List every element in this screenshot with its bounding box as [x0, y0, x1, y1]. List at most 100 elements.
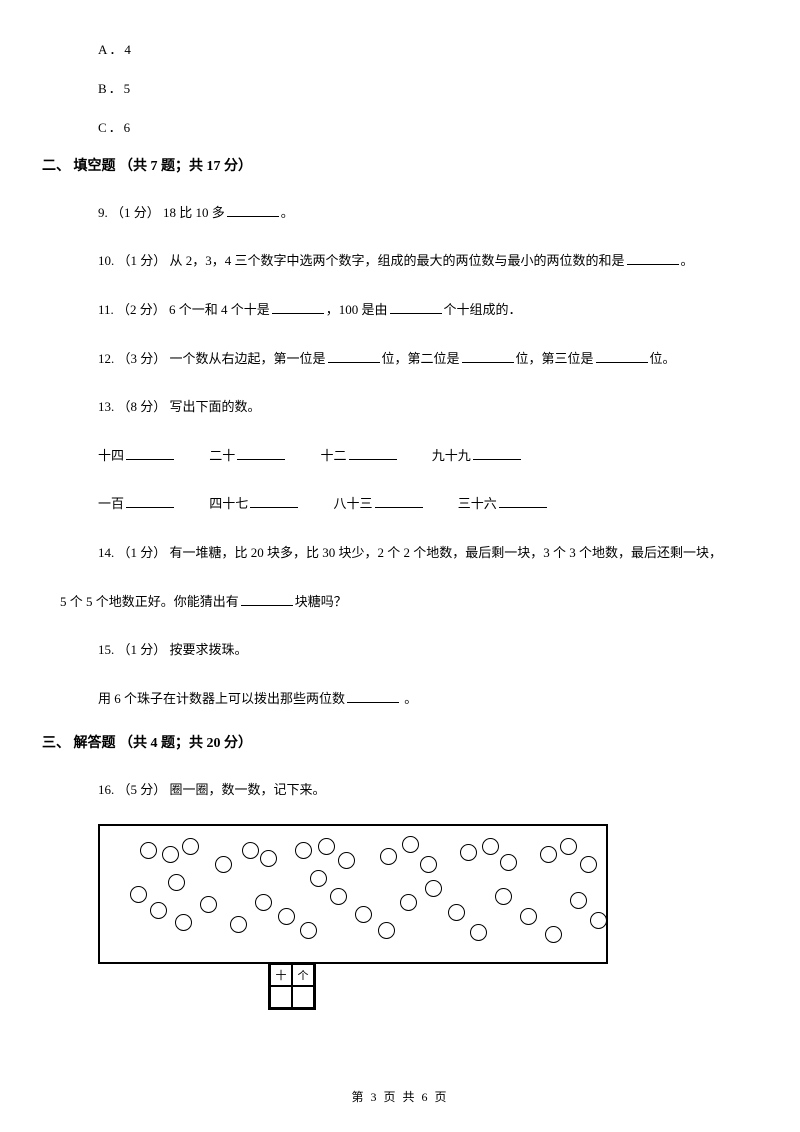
circle-icon [460, 844, 477, 861]
grid-ones-label: 个 [292, 964, 314, 986]
circle-icon [182, 838, 199, 855]
q14-line2b: 块糖吗？ [295, 594, 347, 609]
circle-icon [295, 842, 312, 859]
section-3-header: 三、 解答题 （共 4 题；共 20 分） [42, 733, 760, 755]
question-15-body: 用 6 个珠子在计数器上可以拨出那些两位数 。 [98, 685, 760, 714]
blank[interactable] [375, 494, 423, 508]
question-13-intro: 13. （8 分） 写出下面的数。 [98, 393, 760, 422]
q12-p3: 位，第三位是 [516, 351, 594, 366]
num-label: 二十 [209, 448, 235, 463]
blank[interactable] [347, 689, 399, 703]
circle-icon [400, 894, 417, 911]
circle-icon [590, 912, 607, 929]
circle-icon [175, 914, 192, 931]
diagram-box [98, 824, 608, 964]
blank[interactable] [390, 300, 442, 314]
option-c: C．6 [98, 118, 760, 139]
circle-icon [402, 836, 419, 853]
question-13-row2: 一百 四十七 八十三 三十六 [98, 490, 760, 519]
grid-ones-input[interactable] [292, 986, 314, 1008]
circle-icon [540, 846, 557, 863]
question-10: 10. （1 分） 从 2，3，4 三个数字中选两个数字，组成的最大的两位数与最… [98, 247, 760, 276]
blank[interactable] [126, 494, 174, 508]
question-15-intro: 15. （1 分） 按要求拨珠。 [98, 636, 760, 665]
circle-icon [200, 896, 217, 913]
q14-line2a: 5 个 5 个地数正好。你能猜出有 [60, 594, 239, 609]
num-label: 四十七 [209, 496, 248, 511]
circle-icon [338, 852, 355, 869]
circle-icon [355, 906, 372, 923]
question-12: 12. （3 分） 一个数从右边起，第一位是 位，第二位是 位，第三位是 位。 [98, 345, 760, 374]
num-label: 十二 [321, 448, 347, 463]
circle-icon [260, 850, 277, 867]
q9-suffix: 。 [281, 205, 294, 220]
blank[interactable] [126, 446, 174, 460]
num-label: 十四 [98, 448, 124, 463]
question-11: 11. （2 分） 6 个一和 4 个十是 ，100 是由 个十组成的． [98, 296, 760, 325]
question-13-row1: 十四 二十 十二 九十九 [98, 442, 760, 471]
q15-text: 用 6 个珠子在计数器上可以拨出那些两位数 [98, 691, 345, 706]
blank[interactable] [328, 349, 380, 363]
circle-icon [500, 854, 517, 871]
q10-suffix: 。 [681, 253, 694, 268]
circle-icon [278, 908, 295, 925]
blank[interactable] [499, 494, 547, 508]
circle-icon [378, 922, 395, 939]
num-label: 三十六 [458, 496, 497, 511]
circle-icon [168, 874, 185, 891]
blank[interactable] [227, 203, 279, 217]
blank[interactable] [596, 349, 648, 363]
q11-p3: 个十组成的． [444, 302, 522, 317]
q11-p1: 11. （2 分） 6 个一和 4 个十是 [98, 302, 270, 317]
question-14-line1: 14. （1 分） 有一堆糖，比 20 块多，比 30 块少，2 个 2 个地数… [98, 539, 760, 568]
q12-p1: 12. （3 分） 一个数从右边起，第一位是 [98, 351, 326, 366]
circle-icon [580, 856, 597, 873]
q9-text: 9. （1 分） 18 比 10 多 [98, 205, 225, 220]
blank[interactable] [237, 446, 285, 460]
q12-p4: 位。 [650, 351, 676, 366]
circle-icon [495, 888, 512, 905]
place-value-grid: 十 个 [268, 964, 316, 1010]
blank[interactable] [250, 494, 298, 508]
circles-diagram: 十 个 [98, 824, 760, 964]
circle-icon [230, 916, 247, 933]
blank[interactable] [241, 592, 293, 606]
num-label: 八十三 [334, 496, 373, 511]
blank[interactable] [462, 349, 514, 363]
num-label: 一百 [98, 496, 124, 511]
page-footer: 第 3 页 共 6 页 [40, 1088, 760, 1107]
circle-icon [482, 838, 499, 855]
q15-suffix: 。 [401, 691, 417, 706]
circle-icon [255, 894, 272, 911]
blank[interactable] [473, 446, 521, 460]
circle-icon [215, 856, 232, 873]
circle-icon [300, 922, 317, 939]
question-14-line2: 5 个 5 个地数正好。你能猜出有 块糖吗？ [60, 588, 760, 617]
circle-icon [242, 842, 259, 859]
circle-icon [448, 904, 465, 921]
circle-icon [162, 846, 179, 863]
question-9: 9. （1 分） 18 比 10 多 。 [98, 199, 760, 228]
blank[interactable] [349, 446, 397, 460]
circle-icon [130, 886, 147, 903]
q11-p2: ，100 是由 [326, 302, 388, 317]
circle-icon [470, 924, 487, 941]
grid-tens-input[interactable] [270, 986, 292, 1008]
circle-icon [420, 856, 437, 873]
blank[interactable] [272, 300, 324, 314]
circle-icon [570, 892, 587, 909]
circle-icon [425, 880, 442, 897]
section-2-header: 二、 填空题 （共 7 题；共 17 分） [42, 156, 760, 178]
option-b: B．5 [98, 79, 760, 100]
grid-tens-label: 十 [270, 964, 292, 986]
option-a: A．4 [98, 40, 760, 61]
q12-p2: 位，第二位是 [382, 351, 460, 366]
circle-icon [560, 838, 577, 855]
circle-icon [318, 838, 335, 855]
question-16: 16. （5 分） 圈一圈，数一数，记下来。 [98, 776, 760, 805]
blank[interactable] [627, 251, 679, 265]
num-label: 九十九 [432, 448, 471, 463]
circle-icon [330, 888, 347, 905]
circle-icon [545, 926, 562, 943]
circle-icon [150, 902, 167, 919]
